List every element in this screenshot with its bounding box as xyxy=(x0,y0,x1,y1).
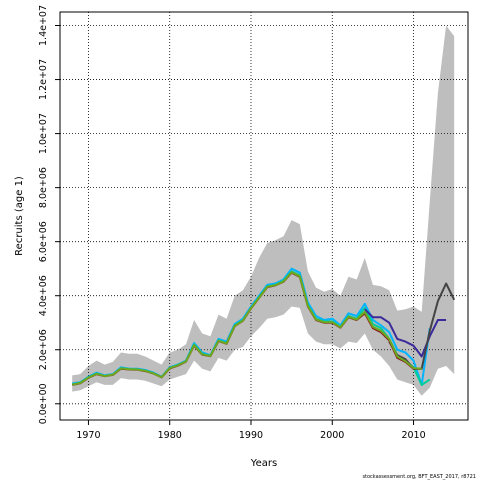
y-tick-label: 6.0e+06 xyxy=(38,221,49,262)
y-tick-label: 1.4e+07 xyxy=(38,5,49,46)
y-axis-label: Recruits (age 1) xyxy=(14,176,25,256)
y-tick-label: 2.0e+06 xyxy=(38,329,49,370)
x-tick-label: 2010 xyxy=(401,430,425,441)
series-line-3 xyxy=(364,308,447,358)
y-tick-label: 4.0e+06 xyxy=(38,275,49,316)
series-layer xyxy=(72,267,456,386)
y-tick-label: 1.0e+07 xyxy=(38,113,49,154)
source-caption: stockassessment.org, BFT_EAST_2017, r872… xyxy=(362,474,476,480)
x-tick-label: 1990 xyxy=(239,430,263,441)
y-tick-label: 8.0e+06 xyxy=(38,167,49,208)
plot-frame xyxy=(59,11,469,421)
x-axis-ticks: 1970 1980 1990 2000 2010 xyxy=(76,420,426,441)
confidence-band xyxy=(72,25,455,396)
x-tick-label: 1980 xyxy=(158,430,182,441)
x-axis-label: Years xyxy=(250,458,277,469)
y-tick-label: 1.2e+07 xyxy=(38,59,49,100)
confidence-band-layer xyxy=(72,25,455,396)
x-tick-label: 1970 xyxy=(76,430,100,441)
x-tick-label: 2000 xyxy=(320,430,344,441)
y-tick-label: 0.0e+00 xyxy=(38,383,49,424)
y-axis-ticks: 0.0e+00 2.0e+06 4.0e+06 6.0e+06 8.0e+06 1.0e+… xyxy=(38,5,60,424)
series-line-6 xyxy=(72,271,422,386)
